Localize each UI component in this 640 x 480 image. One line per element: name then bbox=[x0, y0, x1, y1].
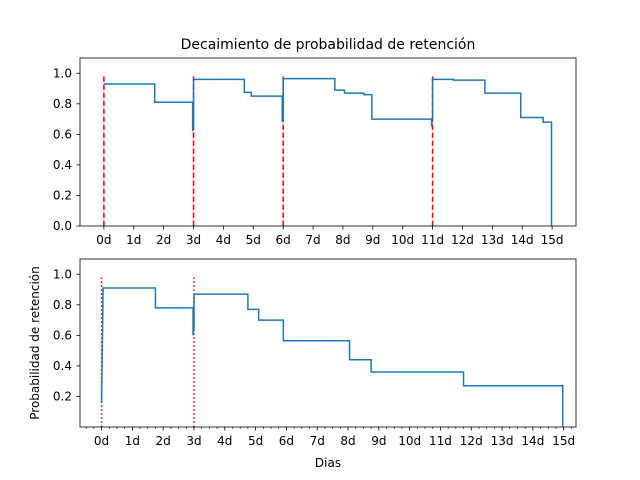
bottom-x-tick-label: 13d bbox=[491, 434, 514, 448]
bottom-x-tick-label: 11d bbox=[429, 434, 452, 448]
bottom-y-axis-label: Probabilidad de retención bbox=[28, 266, 42, 419]
bottom-x-tick-label: 14d bbox=[521, 434, 544, 448]
bottom-subplot: 0d 1d 2d 3d 4d 5d 6d 7d 8d 9d 10d 11d 12d 13d 14d 15d 0.… bbox=[28, 258, 577, 470]
top-x-tick-label: 6d bbox=[276, 233, 291, 247]
bottom-x-tick-label: 15d bbox=[552, 434, 575, 448]
top-y-tick-label: 0.8 bbox=[53, 97, 72, 111]
bottom-y-tick-label: 0.6 bbox=[53, 328, 72, 342]
top-x-tick-label: 11d bbox=[421, 233, 444, 247]
bottom-x-tick-label: 3d bbox=[186, 434, 201, 448]
top-x-tick-label: 15d bbox=[541, 233, 564, 247]
top-chart-title: Decaimiento de probabilidad de retención bbox=[181, 37, 476, 53]
top-x-tick-label: 14d bbox=[511, 233, 534, 247]
bottom-y-tick-label: 1.0 bbox=[53, 267, 72, 281]
top-y-tick-label: 0.2 bbox=[53, 188, 72, 202]
top-plot-area: 0d 1d 2d 3d 4d 5d 6d 7d 8d 9d 10d 11d 12d 13d 14d 15d 0.… bbox=[53, 66, 564, 247]
bottom-x-axis-label: Dias bbox=[315, 456, 341, 470]
top-x-tick-label: 2d bbox=[156, 233, 171, 247]
bottom-x-tick-label: 10d bbox=[398, 434, 421, 448]
bottom-y-tick-label: 0.8 bbox=[53, 298, 72, 312]
top-y-tick-label: 0.4 bbox=[53, 158, 72, 172]
top-y-tick-label: 0.6 bbox=[53, 127, 72, 141]
bottom-axes-frame bbox=[79, 258, 577, 428]
bottom-x-tick-label: 6d bbox=[279, 434, 294, 448]
bottom-x-tick-label: 7d bbox=[310, 434, 325, 448]
top-x-tick-label: 7d bbox=[305, 233, 320, 247]
top-x-tick-label: 9d bbox=[365, 233, 380, 247]
bottom-retention-series bbox=[100, 287, 564, 427]
top-retention-series bbox=[103, 77, 553, 226]
top-subplot: Decaimiento de probabilidad de retención… bbox=[53, 37, 577, 247]
top-x-tick-label: 12d bbox=[451, 233, 474, 247]
top-y-tick-label: 0.0 bbox=[53, 219, 72, 233]
top-axes-frame bbox=[79, 57, 577, 227]
top-x-tick-label: 4d bbox=[216, 233, 231, 247]
bottom-x-tick-label: 0d bbox=[94, 434, 109, 448]
top-x-tick-label: 5d bbox=[246, 233, 261, 247]
top-x-tick-label: 8d bbox=[335, 233, 350, 247]
top-y-tick-label: 1.0 bbox=[53, 66, 72, 80]
top-x-tick-label: 0d bbox=[96, 233, 111, 247]
bottom-plot-area: 0d 1d 2d 3d 4d 5d 6d 7d 8d 9d 10d 11d 12d 13d 14d 15d 0.… bbox=[53, 267, 575, 448]
bottom-x-tick-label: 2d bbox=[156, 434, 171, 448]
top-x-tick-label: 1d bbox=[126, 233, 141, 247]
top-x-tick-label: 10d bbox=[391, 233, 414, 247]
bottom-y-tick-label: 0.4 bbox=[53, 359, 72, 373]
bottom-x-tick-label: 9d bbox=[371, 434, 386, 448]
bottom-x-tick-label: 1d bbox=[125, 434, 140, 448]
bottom-x-tick-label: 5d bbox=[248, 434, 263, 448]
bottom-x-tick-label: 12d bbox=[460, 434, 483, 448]
bottom-x-tick-label: 8d bbox=[340, 434, 355, 448]
bottom-x-tick-label: 4d bbox=[217, 434, 232, 448]
bottom-y-tick-label: 0.2 bbox=[53, 389, 72, 403]
top-x-tick-label: 3d bbox=[186, 233, 201, 247]
top-x-tick-label: 13d bbox=[481, 233, 504, 247]
